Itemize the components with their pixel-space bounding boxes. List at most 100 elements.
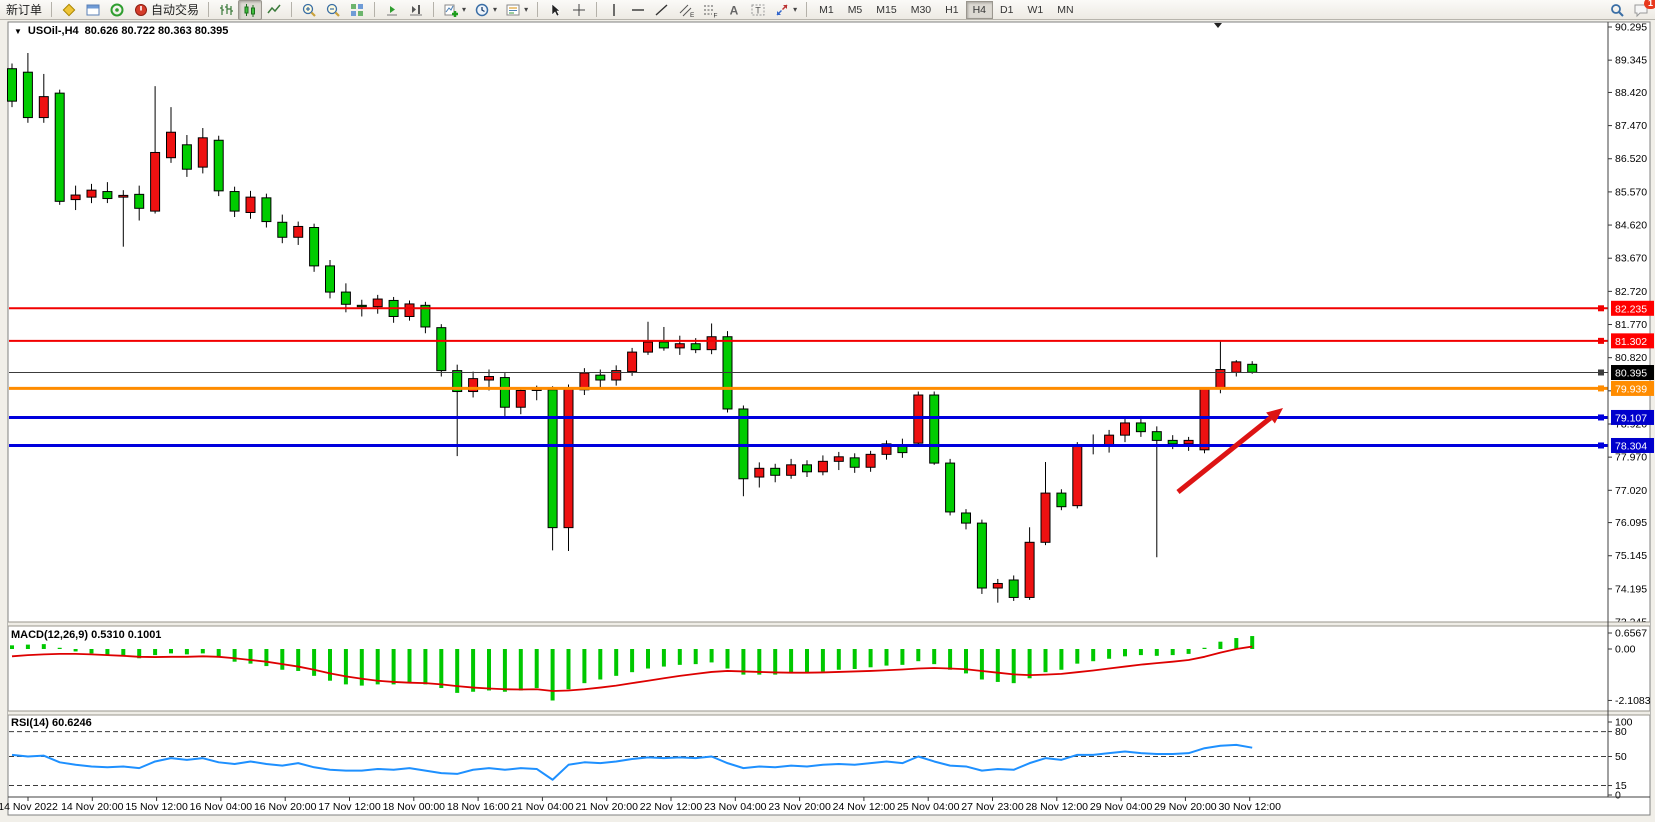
- time-tick-label: 14 Nov 2022: [0, 801, 58, 813]
- dropdown-caret-icon[interactable]: ▾: [493, 5, 498, 14]
- toolbar-separator: [433, 2, 435, 17]
- dropdown-caret-icon[interactable]: ▾: [462, 5, 467, 14]
- cursor-button[interactable]: [543, 0, 567, 20]
- auto-scroll-button[interactable]: [380, 0, 404, 20]
- chart-symbol-period: USOil-,H4: [27, 25, 79, 37]
- clock-icon: [475, 3, 489, 16]
- arrows-button[interactable]: ▾: [770, 0, 801, 20]
- timeframe-m5-button[interactable]: M5: [847, 3, 863, 16]
- rsi-axis-label: 100: [1615, 717, 1633, 729]
- macd-axis-label: 0.00: [1615, 644, 1636, 656]
- fibonacci-button[interactable]: F: [698, 0, 722, 20]
- macd-panel: 0.6567 0.00 -2.1083: [10, 628, 1651, 707]
- label-button[interactable]: T: [746, 0, 770, 20]
- autotrading-button-label: 自动交易: [151, 3, 200, 17]
- zoom-in-button[interactable]: [297, 0, 321, 20]
- timeframe-h1-button[interactable]: H1: [945, 3, 959, 16]
- bars-icon: [220, 3, 234, 15]
- blue-window-icon: [86, 4, 100, 15]
- line-endpoint-handle[interactable]: [1598, 305, 1604, 312]
- search-button[interactable]: [1605, 0, 1629, 20]
- timeframe-h4-button[interactable]: H4: [965, 0, 994, 19]
- timeframe-w1-button[interactable]: W1: [1027, 3, 1044, 16]
- chat-button[interactable]: 1: [1629, 0, 1655, 20]
- candlestick-button[interactable]: [238, 0, 263, 20]
- symbol-dropdown-icon[interactable]: ▼: [14, 26, 22, 36]
- autotrading-button[interactable]: 自动交易: [129, 0, 203, 20]
- hline-icon: [632, 8, 645, 11]
- price-tick-label: 88.420: [1615, 87, 1647, 99]
- time-axis[interactable]: 14 Nov 2022 14 Nov 20:00 15 Nov 12:00 16 No…: [0, 797, 1281, 813]
- price-badge-label: 80.395: [1615, 368, 1647, 380]
- time-tick-label: 18 Nov 00:00: [383, 801, 446, 813]
- price-badge: [1611, 365, 1654, 381]
- bar-chart-button[interactable]: [214, 0, 238, 20]
- market-watch-button[interactable]: [81, 0, 105, 20]
- chart-shift-button[interactable]: [404, 0, 428, 20]
- macd-indicator-label: MACD(12,26,9) 0.5310 0.1001: [11, 629, 162, 641]
- indicators-button[interactable]: ▾: [439, 0, 470, 20]
- time-tick-label: 15 Nov 12:00: [125, 801, 188, 813]
- community-button[interactable]: [105, 0, 129, 20]
- zoom-in-icon: [302, 3, 316, 17]
- trendline-icon: [655, 3, 668, 16]
- timeframe-mn-button[interactable]: MN: [1057, 3, 1074, 16]
- chart-shift-marker-icon[interactable]: [1214, 23, 1222, 28]
- panel-separator[interactable]: [8, 711, 1650, 715]
- time-tick-label: 21 Nov 20:00: [575, 801, 638, 813]
- line-endpoint-handle[interactable]: [1598, 369, 1604, 376]
- gold-diamond-icon: [62, 3, 76, 16]
- timeframe-m30-button[interactable]: M30: [910, 3, 932, 16]
- timeframe-d1-button[interactable]: D1: [1000, 3, 1014, 16]
- templates-button[interactable]: ▾: [501, 0, 532, 20]
- crosshair-button[interactable]: [567, 0, 591, 20]
- line-icon: [267, 4, 281, 13]
- price-tick-label: 85.570: [1615, 186, 1647, 198]
- text-a-icon: A: [730, 3, 739, 17]
- panel-separator[interactable]: [8, 622, 1650, 626]
- trendline-button[interactable]: [650, 0, 674, 20]
- main-price-chart: [7, 53, 1608, 603]
- line-endpoint-handle[interactable]: [1598, 337, 1604, 344]
- time-tick-label: 23 Nov 04:00: [704, 801, 767, 813]
- time-tick-label: 21 Nov 04:00: [511, 801, 574, 813]
- cursor-icon: [551, 2, 561, 16]
- arrows-icon: [776, 4, 788, 15]
- dropdown-caret-icon[interactable]: ▾: [524, 5, 529, 14]
- price-tick-label: 82.720: [1615, 286, 1647, 298]
- new-order-button[interactable]: 新订单: [2, 0, 46, 20]
- svg-text:F: F: [714, 12, 718, 18]
- line-endpoint-handle[interactable]: [1598, 385, 1604, 392]
- svg-text:E: E: [690, 12, 694, 18]
- text-button[interactable]: A: [722, 0, 746, 20]
- tiles-icon: [351, 3, 364, 16]
- line-endpoint-handle[interactable]: [1598, 442, 1604, 449]
- zoom-out-button[interactable]: [321, 0, 345, 20]
- price-tick-label: 86.520: [1615, 153, 1647, 165]
- vertical-line-button[interactable]: [602, 0, 626, 20]
- trend-arrow-annotation[interactable]: [1176, 408, 1283, 494]
- time-tick-label: 14 Nov 20:00: [61, 801, 124, 813]
- chart-ohlc-values: 80.626 80.722 80.363 80.395: [84, 25, 229, 37]
- line-chart-button[interactable]: [262, 0, 286, 20]
- periods-button[interactable]: ▾: [470, 0, 501, 20]
- template-icon: [506, 4, 520, 15]
- chart-title: ▼ USOil-,H4 80.626 80.722 80.363 80.395: [14, 25, 228, 37]
- line-endpoint-handle[interactable]: [1598, 414, 1604, 421]
- price-tick-label: 77.970: [1615, 452, 1647, 464]
- timeframe-m1-button[interactable]: M1: [819, 3, 834, 16]
- add-indicator-icon: [444, 4, 459, 17]
- horizontal-line-button[interactable]: [626, 0, 650, 20]
- dropdown-caret-icon[interactable]: ▾: [793, 5, 798, 14]
- price-axis[interactable]: 90.295 89.345 88.420 87.470 86.520 85.570 84.6…: [1608, 22, 1654, 629]
- search-icon: [1611, 3, 1624, 17]
- channel-button[interactable]: E: [674, 0, 698, 20]
- tile-windows-button[interactable]: [345, 0, 369, 20]
- layouts-button[interactable]: [57, 0, 81, 20]
- price-badge: [1611, 380, 1654, 396]
- price-badge-label: 81.302: [1615, 336, 1647, 348]
- price-tick-label: 90.295: [1615, 22, 1647, 34]
- timeframe-m15-button[interactable]: M15: [876, 3, 897, 16]
